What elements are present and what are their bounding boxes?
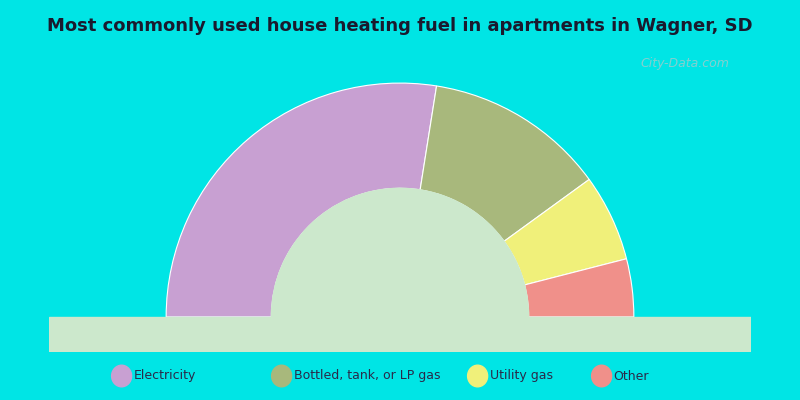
Text: Other: Other — [614, 370, 649, 382]
Ellipse shape — [271, 365, 291, 387]
Ellipse shape — [592, 365, 612, 387]
Bar — [50, 317, 750, 352]
Text: City-Data.com: City-Data.com — [641, 57, 730, 70]
Wedge shape — [420, 86, 589, 241]
Ellipse shape — [467, 365, 487, 387]
Wedge shape — [504, 180, 626, 285]
Ellipse shape — [111, 365, 131, 387]
Text: Electricity: Electricity — [134, 370, 196, 382]
Text: Utility gas: Utility gas — [490, 370, 553, 382]
Wedge shape — [525, 259, 634, 317]
Text: Bottled, tank, or LP gas: Bottled, tank, or LP gas — [294, 370, 440, 382]
Circle shape — [271, 188, 529, 400]
Text: Most commonly used house heating fuel in apartments in Wagner, SD: Most commonly used house heating fuel in… — [47, 17, 753, 35]
Wedge shape — [166, 83, 437, 317]
